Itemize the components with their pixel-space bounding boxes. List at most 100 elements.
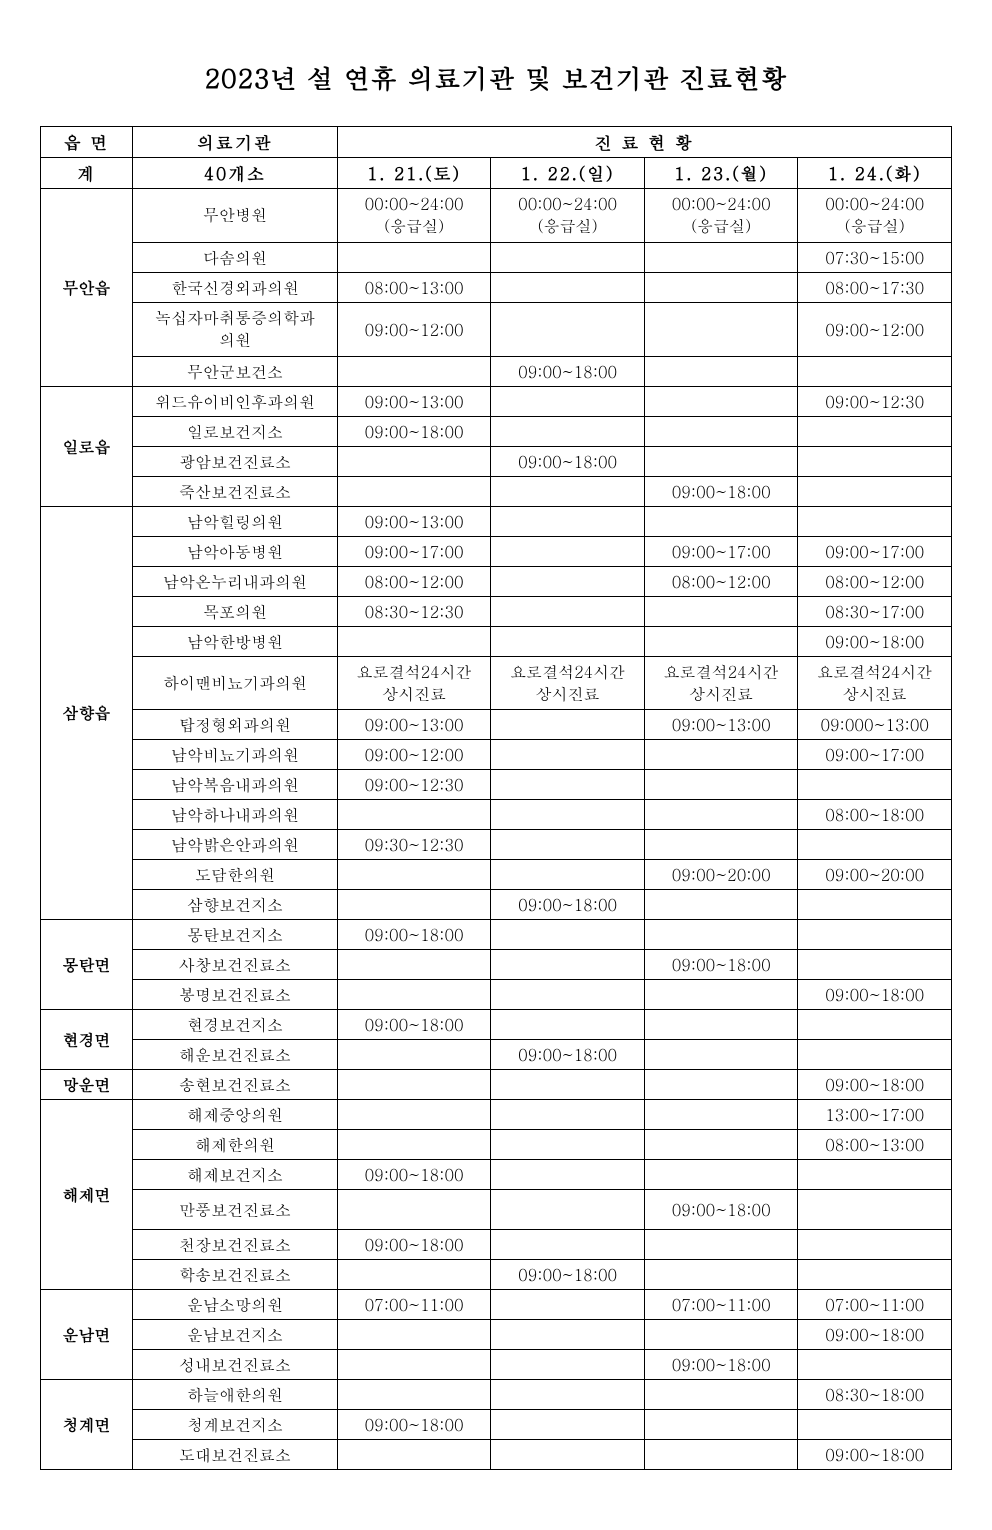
cell: 00:00~24:00(응급실) — [644, 189, 798, 243]
cell: 09:00~17:00 — [798, 536, 952, 566]
cell — [798, 950, 952, 980]
cell — [644, 272, 798, 302]
cell — [644, 1040, 798, 1070]
cell — [491, 596, 645, 626]
cell: 00:00~24:00(응급실) — [491, 189, 645, 243]
cell — [798, 446, 952, 476]
cell: 07:00~11:00 — [337, 1290, 491, 1320]
cell: 09:00~18:00 — [644, 950, 798, 980]
cell — [491, 1130, 645, 1160]
cell — [491, 476, 645, 506]
cell — [798, 1190, 952, 1230]
cell — [491, 740, 645, 770]
cell — [644, 830, 798, 860]
region-cheonggye: 청계면 — [41, 1380, 133, 1470]
cell — [491, 242, 645, 272]
cell — [644, 1260, 798, 1290]
cell: 09:00~17:00 — [644, 536, 798, 566]
cell — [644, 800, 798, 830]
cell — [491, 1440, 645, 1470]
inst-haneulae: 하늘애한의원 — [133, 1380, 338, 1410]
inst-hyeongyeong-ctr: 현경보건지소 — [133, 1010, 338, 1040]
inst-namak-onuri: 남악온누리내과의원 — [133, 566, 338, 596]
cell — [644, 596, 798, 626]
cell: 요로결석24시간상시진료 — [644, 656, 798, 710]
cell — [491, 770, 645, 800]
cell — [644, 446, 798, 476]
region-haeje: 해제면 — [41, 1100, 133, 1290]
cell: 09:00~13:00 — [337, 386, 491, 416]
cell: 08:30~18:00 — [798, 1380, 952, 1410]
inst-juksan: 죽산보건진료소 — [133, 476, 338, 506]
cell — [337, 476, 491, 506]
cell — [644, 1070, 798, 1100]
cell — [337, 1190, 491, 1230]
inst-dodam: 도담한의원 — [133, 860, 338, 890]
cell: 08:00~12:00 — [644, 566, 798, 596]
cell — [337, 1070, 491, 1100]
region-samhyang: 삼향읍 — [41, 506, 133, 920]
cell — [491, 1190, 645, 1230]
cell — [798, 1350, 952, 1380]
inst-namak-hanbang: 남악한방병원 — [133, 626, 338, 656]
region-mongtan: 몽탄면 — [41, 920, 133, 1010]
cell — [491, 506, 645, 536]
cell: 09:00~18:00 — [491, 446, 645, 476]
region-hyeongyeong: 현경면 — [41, 1010, 133, 1070]
inst-muan-ctr: 무안군보건소 — [133, 356, 338, 386]
inst-dasom: 다솜의원 — [133, 242, 338, 272]
page-title: 2023년 설 연휴 의료기관 및 보건기관 진료현황 — [40, 60, 952, 96]
cell: 07:30~15:00 — [798, 242, 952, 272]
cell — [491, 1230, 645, 1260]
cell — [491, 536, 645, 566]
cell — [337, 860, 491, 890]
cell: 09:00~18:00 — [798, 980, 952, 1010]
cell — [337, 242, 491, 272]
cell — [644, 1230, 798, 1260]
cell: 09:00~18:00 — [337, 1160, 491, 1190]
cell — [644, 1130, 798, 1160]
cell: 09:00~18:00 — [644, 1350, 798, 1380]
cell: 08:30~12:30 — [337, 596, 491, 626]
cell — [337, 1380, 491, 1410]
cell: 08:00~17:30 — [798, 272, 952, 302]
cell — [337, 980, 491, 1010]
cell — [491, 626, 645, 656]
cell — [491, 1320, 645, 1350]
inst-namak-uro: 남악비뇨기과의원 — [133, 740, 338, 770]
cell — [644, 416, 798, 446]
cell: 07:00~11:00 — [644, 1290, 798, 1320]
cell — [644, 1410, 798, 1440]
cell — [337, 1100, 491, 1130]
cell — [491, 920, 645, 950]
cell — [337, 626, 491, 656]
cell — [798, 920, 952, 950]
cell — [491, 800, 645, 830]
header-d3: 1. 23.(월) — [644, 158, 798, 189]
cell: 09:00~12:00 — [798, 302, 952, 356]
cell: 09:00~18:00 — [798, 1440, 952, 1470]
inst-namak-bokeum: 남악복음내과의원 — [133, 770, 338, 800]
cell — [644, 1440, 798, 1470]
cell: 09:00~18:00 — [491, 890, 645, 920]
cell: 09:00~18:00 — [644, 476, 798, 506]
header-status: 진 료 현 황 — [337, 127, 951, 158]
cell: 09:00~18:00 — [491, 356, 645, 386]
cell — [491, 416, 645, 446]
cell — [491, 1070, 645, 1100]
inst-cheonggye-ctr: 청계보건지소 — [133, 1410, 338, 1440]
cell: 09:00~18:00 — [644, 1190, 798, 1230]
cell — [644, 242, 798, 272]
inst-namak-bright: 남악밝은안과의원 — [133, 830, 338, 860]
cell — [491, 1100, 645, 1130]
cell: 09:00~18:00 — [337, 416, 491, 446]
cell: 09:00~18:00 — [337, 920, 491, 950]
cell — [798, 1260, 952, 1290]
cell — [644, 980, 798, 1010]
inst-namak-child: 남악아동병원 — [133, 536, 338, 566]
cell — [798, 1160, 952, 1190]
cell: 09:00~13:00 — [337, 710, 491, 740]
inst-namak-heal: 남악힐링의원 — [133, 506, 338, 536]
header-d1: 1. 21.(토) — [337, 158, 491, 189]
cell — [798, 1410, 952, 1440]
